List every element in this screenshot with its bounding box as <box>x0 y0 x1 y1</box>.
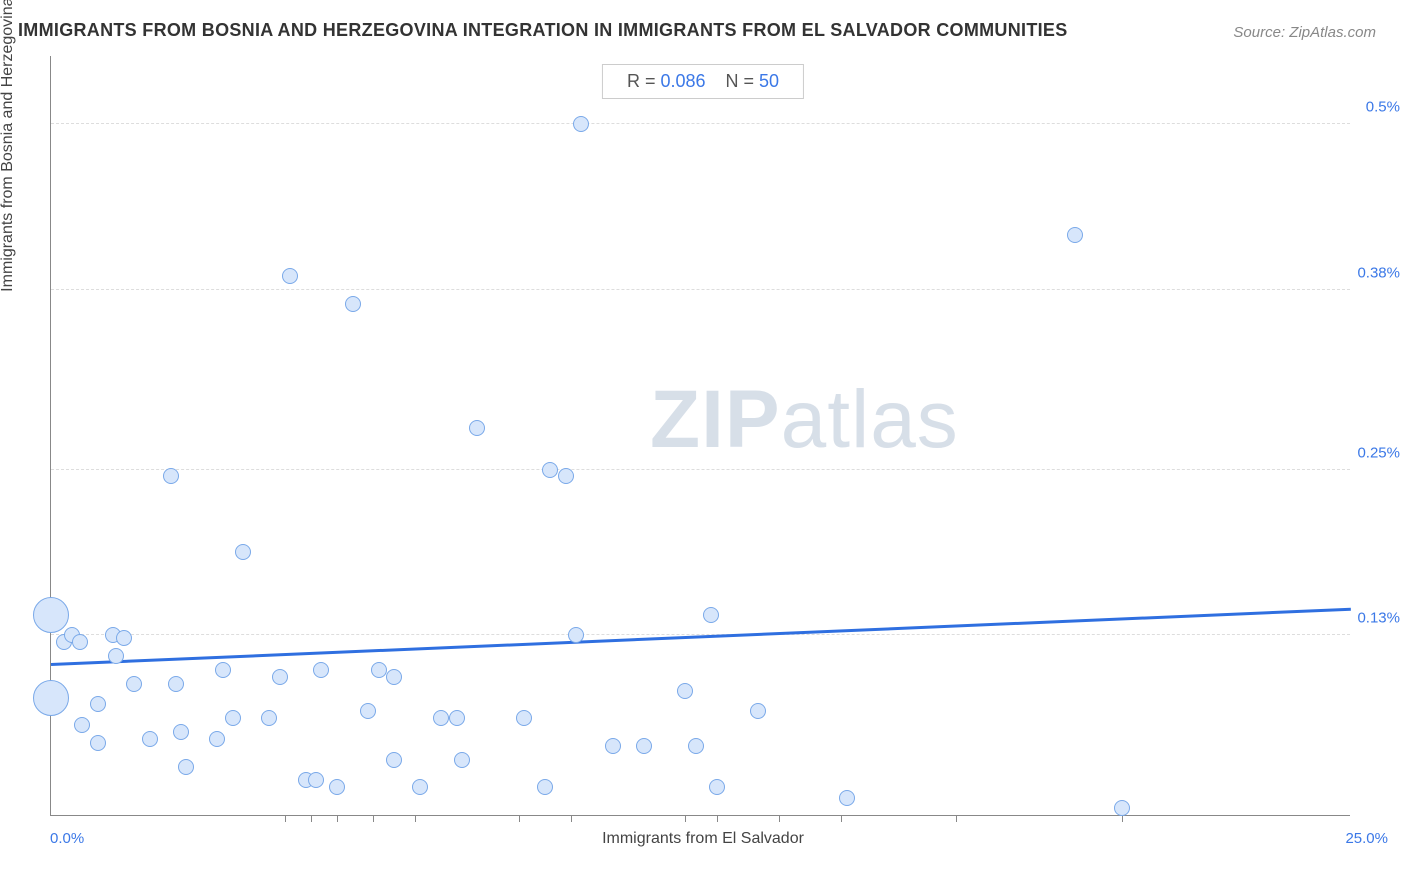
scatter-point <box>537 779 553 795</box>
scatter-point <box>33 597 69 633</box>
scatter-point <box>360 703 376 719</box>
x-tick <box>779 815 780 822</box>
scatter-point <box>568 627 584 643</box>
x-tick <box>717 815 718 822</box>
source-name: ZipAtlas.com <box>1289 24 1376 41</box>
scatter-point <box>1067 227 1083 243</box>
x-min-label: 0.0% <box>50 830 84 847</box>
x-max-label: 25.0% <box>1345 830 1388 847</box>
scatter-point <box>209 731 225 747</box>
x-tick <box>841 815 842 822</box>
x-tick <box>956 815 957 822</box>
stats-box: R = 0.086 N = 50 <box>602 64 804 99</box>
scatter-point <box>308 772 324 788</box>
scatter-point <box>677 683 693 699</box>
scatter-point <box>116 630 132 646</box>
x-tick <box>337 815 338 822</box>
scatter-point <box>345 296 361 312</box>
y-tick-label: 0.25% <box>1350 444 1400 461</box>
scatter-plot-area: ZIPatlas 0.13%0.25%0.38%0.5% <box>50 56 1350 816</box>
scatter-point <box>412 779 428 795</box>
x-tick <box>285 815 286 822</box>
gridline-h <box>51 289 1350 290</box>
chart-title: IMMIGRANTS FROM BOSNIA AND HERZEGOVINA I… <box>18 20 1068 41</box>
scatter-point <box>703 607 719 623</box>
watermark-atlas: atlas <box>781 374 959 465</box>
y-tick-label: 0.38% <box>1350 264 1400 281</box>
source-attribution: Source: ZipAtlas.com <box>1233 24 1376 41</box>
scatter-point <box>225 710 241 726</box>
scatter-point <box>235 544 251 560</box>
x-tick <box>415 815 416 822</box>
scatter-point <box>313 662 329 678</box>
scatter-point <box>1114 800 1130 816</box>
source-label: Source: <box>1233 24 1289 41</box>
scatter-point <box>605 738 621 754</box>
x-tick <box>685 815 686 822</box>
scatter-point <box>33 680 69 716</box>
n-label: N = <box>726 71 760 91</box>
x-tick <box>519 815 520 822</box>
gridline-h <box>51 469 1350 470</box>
scatter-point <box>839 790 855 806</box>
scatter-point <box>542 462 558 478</box>
scatter-point <box>108 648 124 664</box>
gridline-h <box>51 123 1350 124</box>
scatter-point <box>168 676 184 692</box>
scatter-point <box>173 724 189 740</box>
scatter-point <box>371 662 387 678</box>
watermark: ZIPatlas <box>650 373 959 467</box>
x-tick <box>571 815 572 822</box>
scatter-point <box>386 752 402 768</box>
watermark-zip: ZIP <box>650 374 781 465</box>
scatter-point <box>74 717 90 733</box>
y-axis-label: Immigrants from Bosnia and Herzegovina <box>0 0 17 292</box>
scatter-point <box>329 779 345 795</box>
scatter-point <box>454 752 470 768</box>
y-tick-label: 0.13% <box>1350 610 1400 627</box>
y-tick-label: 0.5% <box>1350 99 1400 116</box>
r-label: R = <box>627 71 661 91</box>
scatter-point <box>163 468 179 484</box>
scatter-point <box>449 710 465 726</box>
n-value: 50 <box>759 71 779 91</box>
scatter-point <box>469 420 485 436</box>
scatter-point <box>272 669 288 685</box>
scatter-point <box>386 669 402 685</box>
scatter-point <box>688 738 704 754</box>
scatter-point <box>282 268 298 284</box>
trend-line <box>51 608 1351 666</box>
scatter-point <box>178 759 194 775</box>
scatter-point <box>516 710 532 726</box>
scatter-point <box>558 468 574 484</box>
scatter-point <box>573 116 589 132</box>
scatter-point <box>709 779 725 795</box>
scatter-point <box>636 738 652 754</box>
scatter-point <box>750 703 766 719</box>
scatter-point <box>126 676 142 692</box>
x-tick <box>373 815 374 822</box>
scatter-point <box>72 634 88 650</box>
scatter-point <box>90 735 106 751</box>
r-value: 0.086 <box>660 71 705 91</box>
scatter-point <box>261 710 277 726</box>
x-axis-label: Immigrants from El Salvador <box>0 830 1406 848</box>
x-tick <box>311 815 312 822</box>
scatter-point <box>433 710 449 726</box>
scatter-point <box>215 662 231 678</box>
scatter-point <box>90 696 106 712</box>
scatter-point <box>142 731 158 747</box>
